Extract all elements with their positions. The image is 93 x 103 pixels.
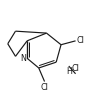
Text: N: N	[20, 54, 26, 63]
Text: Cl: Cl	[76, 36, 84, 45]
Text: Cl: Cl	[41, 83, 49, 91]
Text: Cl: Cl	[72, 64, 80, 73]
Text: H: H	[66, 67, 72, 76]
